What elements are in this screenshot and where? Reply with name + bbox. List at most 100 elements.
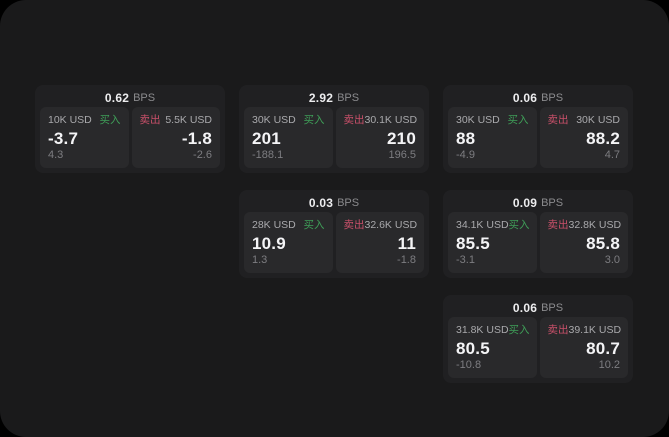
sell-price: 88.2 <box>586 129 620 148</box>
buy-side-label: 买入 <box>507 114 529 126</box>
sell-tile-header: 卖出 32.6K USD <box>343 219 418 232</box>
sell-notional: 5.5K USD <box>165 114 212 126</box>
quote-tiles: 10K USD 买入 -3.7 4.3 卖出 5.5K USD -1.8 -2.… <box>40 107 220 168</box>
buy-tile-header: 30K USD 买入 <box>456 114 529 127</box>
buy-notional: 34.1K USD <box>456 219 509 231</box>
quote-tiles: 34.1K USD 买入 85.5 -3.1 卖出 32.8K USD 85.8… <box>448 212 628 273</box>
sell-quote-tile[interactable]: 卖出 32.6K USD 11 -1.8 <box>335 212 424 273</box>
bps-unit-label: BPS <box>541 91 564 104</box>
sell-notional: 32.6K USD <box>364 219 418 231</box>
quote-card: 0.09 BPS 34.1K USD 买入 85.5 -3.1 卖出 32.8K… <box>443 190 633 278</box>
sell-price: 210 <box>387 129 416 148</box>
quote-tiles: 31.8K USD 买入 80.5 -10.8 卖出 39.1K USD 80.… <box>448 317 628 378</box>
sell-notional: 32.8K USD <box>568 219 622 231</box>
sell-side-label: 卖出 <box>343 114 365 126</box>
sell-quote-tile[interactable]: 卖出 39.1K USD 80.7 10.2 <box>539 317 628 378</box>
quote-tiles: 28K USD 买入 10.9 1.3 卖出 32.6K USD 11 -1.8 <box>244 212 424 273</box>
quote-card: 0.06 BPS 30K USD 买入 88 -4.9 卖出 30K USD 8… <box>443 85 633 173</box>
sell-sub-value: -1.8 <box>397 254 416 266</box>
sell-side-label: 卖出 <box>547 219 569 231</box>
buy-side-label: 买入 <box>303 114 325 126</box>
buy-side-label: 买入 <box>508 219 530 231</box>
bps-value: 0.09 <box>512 195 538 210</box>
bps-unit-label: BPS <box>337 91 360 104</box>
buy-quote-tile[interactable]: 28K USD 买入 10.9 1.3 <box>244 212 333 273</box>
buy-price: 85.5 <box>456 234 490 253</box>
sell-sub-value: 10.2 <box>598 359 620 371</box>
buy-side-label: 买入 <box>99 114 121 126</box>
card-header: 0.09 BPS <box>448 193 628 212</box>
sell-tile-header: 卖出 30.1K USD <box>343 114 418 127</box>
sell-sub-value: 4.7 <box>604 149 620 161</box>
card-header: 0.62 BPS <box>40 88 220 107</box>
buy-tile-header: 31.8K USD 买入 <box>456 324 530 337</box>
sell-sub-value: 196.5 <box>388 149 416 161</box>
bps-value: 0.62 <box>104 90 130 105</box>
sell-tile-header: 卖出 5.5K USD <box>140 114 213 127</box>
buy-quote-tile[interactable]: 30K USD 买入 201 -188.1 <box>244 107 333 168</box>
quote-card: 0.03 BPS 28K USD 买入 10.9 1.3 卖出 32.6K US… <box>239 190 429 278</box>
sell-notional: 30.1K USD <box>364 114 418 126</box>
buy-notional: 31.8K USD <box>456 324 509 336</box>
buy-notional: 30K USD <box>252 114 296 126</box>
bps-value: 0.06 <box>512 90 538 105</box>
sell-side-label: 卖出 <box>343 219 365 231</box>
sell-side-label: 卖出 <box>139 114 161 126</box>
sell-price: 80.7 <box>586 339 620 358</box>
sell-side-label: 卖出 <box>547 114 569 126</box>
bps-value: 0.03 <box>308 195 334 210</box>
quote-card: 0.06 BPS 31.8K USD 买入 80.5 -10.8 卖出 39.1… <box>443 295 633 383</box>
buy-quote-tile[interactable]: 30K USD 买入 88 -4.9 <box>448 107 537 168</box>
bps-unit-label: BPS <box>541 196 564 209</box>
quotes-grid: 0.62 BPS 10K USD 买入 -3.7 4.3 卖出 5.5K USD… <box>35 85 633 383</box>
quote-tiles: 30K USD 买入 88 -4.9 卖出 30K USD 88.2 4.7 <box>448 107 628 168</box>
buy-quote-tile[interactable]: 10K USD 买入 -3.7 4.3 <box>40 107 129 168</box>
buy-notional: 30K USD <box>456 114 500 126</box>
sell-notional: 30K USD <box>576 114 620 126</box>
bps-value: 0.06 <box>512 300 538 315</box>
card-header: 0.06 BPS <box>448 88 628 107</box>
bps-unit-label: BPS <box>337 196 360 209</box>
bps-unit-label: BPS <box>541 301 564 314</box>
buy-side-label: 买入 <box>303 219 325 231</box>
sell-tile-header: 卖出 39.1K USD <box>547 324 622 337</box>
card-header: 2.92 BPS <box>244 88 424 107</box>
buy-price: 10.9 <box>252 234 286 253</box>
buy-sub-value: 1.3 <box>252 254 268 266</box>
buy-tile-header: 34.1K USD 买入 <box>456 219 530 232</box>
quote-tiles: 30K USD 买入 201 -188.1 卖出 30.1K USD 210 1… <box>244 107 424 168</box>
sell-price: 85.8 <box>586 234 620 253</box>
buy-quote-tile[interactable]: 34.1K USD 买入 85.5 -3.1 <box>448 212 537 273</box>
buy-side-label: 买入 <box>508 324 530 336</box>
card-header: 0.06 BPS <box>448 298 628 317</box>
buy-price: 88 <box>456 129 476 148</box>
sell-notional: 39.1K USD <box>568 324 622 336</box>
sell-quote-tile[interactable]: 卖出 30.1K USD 210 196.5 <box>335 107 424 168</box>
card-header: 0.03 BPS <box>244 193 424 212</box>
quote-card: 0.62 BPS 10K USD 买入 -3.7 4.3 卖出 5.5K USD… <box>35 85 225 173</box>
sell-quote-tile[interactable]: 卖出 30K USD 88.2 4.7 <box>539 107 628 168</box>
quote-card: 2.92 BPS 30K USD 买入 201 -188.1 卖出 30.1K … <box>239 85 429 173</box>
buy-tile-header: 10K USD 买入 <box>48 114 121 127</box>
sell-quote-tile[interactable]: 卖出 32.8K USD 85.8 3.0 <box>539 212 628 273</box>
buy-sub-value: -10.8 <box>456 359 482 371</box>
buy-tile-header: 30K USD 买入 <box>252 114 325 127</box>
sell-price: -1.8 <box>181 129 212 148</box>
buy-tile-header: 28K USD 买入 <box>252 219 325 232</box>
bps-value: 2.92 <box>308 90 334 105</box>
sell-tile-header: 卖出 30K USD <box>548 114 621 127</box>
sell-sub-value: -2.6 <box>193 149 212 161</box>
buy-sub-value: -188.1 <box>252 149 284 161</box>
buy-sub-value: -4.9 <box>456 149 475 161</box>
sell-quote-tile[interactable]: 卖出 5.5K USD -1.8 -2.6 <box>131 107 220 168</box>
buy-notional: 10K USD <box>48 114 92 126</box>
sell-tile-header: 卖出 32.8K USD <box>547 219 622 232</box>
buy-price: -3.7 <box>48 129 79 148</box>
buy-quote-tile[interactable]: 31.8K USD 买入 80.5 -10.8 <box>448 317 537 378</box>
buy-notional: 28K USD <box>252 219 296 231</box>
buy-price: 80.5 <box>456 339 490 358</box>
sell-price: 11 <box>397 234 416 253</box>
sell-side-label: 卖出 <box>547 324 569 336</box>
